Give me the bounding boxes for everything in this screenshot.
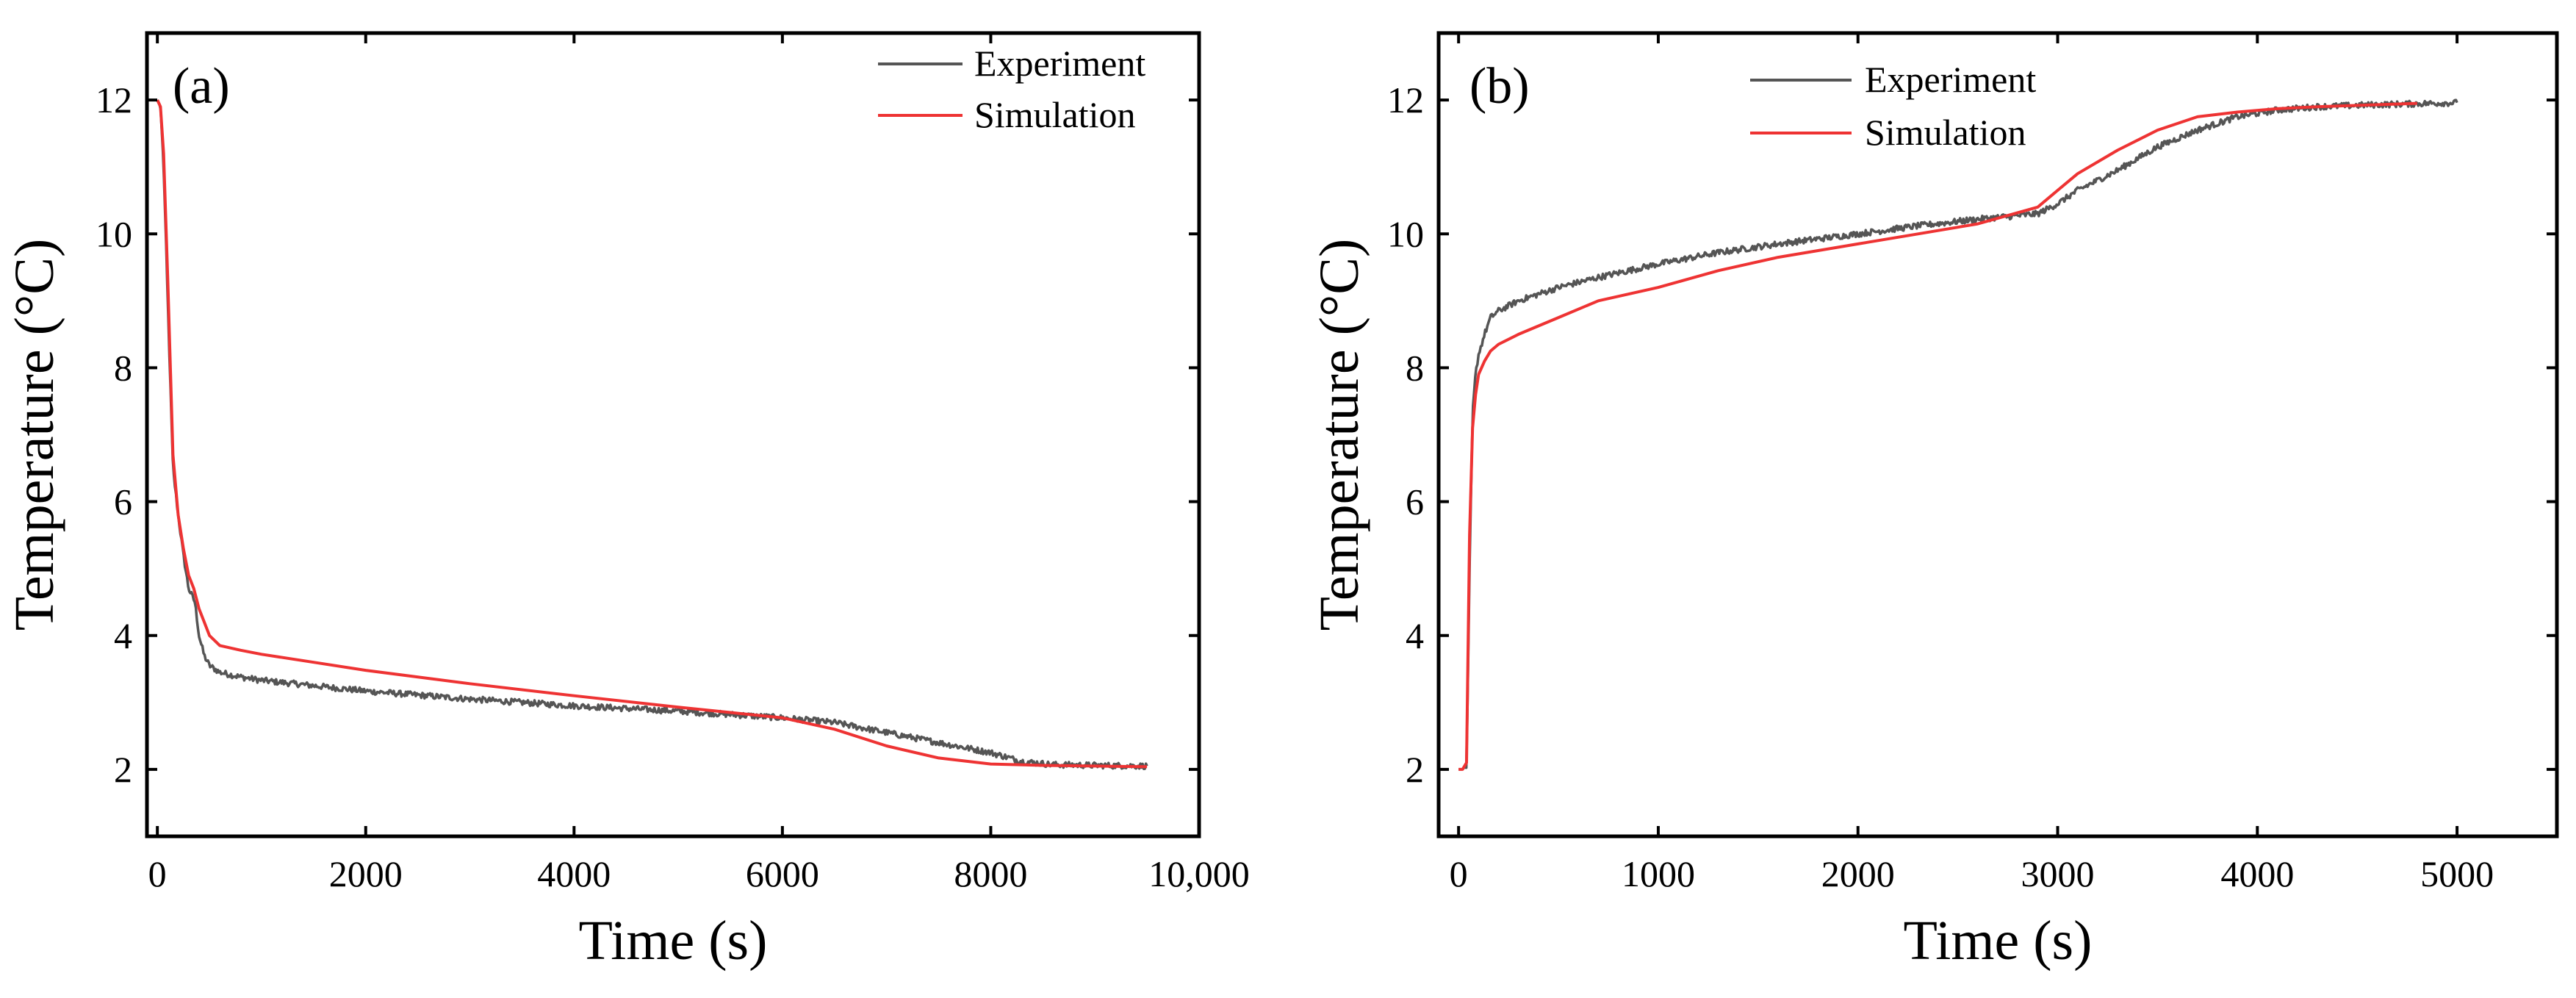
y-tick-label: 2	[1406, 749, 1424, 790]
y-axis-title: Temperature (°C)	[4, 239, 65, 631]
series-line-simulation	[1458, 101, 2417, 771]
y-tick-label: 4	[114, 615, 132, 656]
x-tick-label: 8000	[954, 853, 1027, 894]
x-tick-label: 0	[1450, 853, 1468, 894]
plot-frame	[145, 31, 1201, 839]
chart-panel-a: 0 2000 4000 6000 8000 10,000 2 4 6 8 10 12 Time (s) T…	[4, 31, 1250, 972]
y-tick-label: 6	[114, 481, 132, 523]
series-line-experiment	[156, 99, 1148, 771]
y-tick-label: 12	[96, 79, 132, 121]
panel-label: (a)	[173, 58, 230, 115]
x-tick-label: 4000	[2220, 853, 2294, 894]
legend: Experiment Simulation	[878, 43, 1145, 135]
legend: Experiment Simulation	[1750, 59, 2036, 153]
y-tick-label: 8	[1406, 347, 1424, 388]
y-tick-label: 4	[1406, 615, 1424, 656]
x-tick-label: 2000	[329, 853, 403, 894]
series-line-simulation	[156, 99, 1148, 769]
chart-panel-b: 0 1000 2000 3000 4000 5000 2 4 6 8 10 12 Time (s) Tem…	[1309, 31, 2559, 972]
y-tick-label: 2	[114, 749, 132, 790]
legend-label-experiment: Experiment	[974, 43, 1145, 84]
y-tick-label: 8	[114, 347, 132, 388]
y-tick-label: 12	[1387, 79, 1424, 121]
x-tick-label: 0	[148, 853, 167, 894]
x-tick-label: 10,000	[1148, 853, 1250, 894]
legend-label-simulation: Simulation	[1865, 112, 2026, 153]
x-axis-title: Time (s)	[579, 910, 768, 972]
x-tick-label: 2000	[1821, 853, 1895, 894]
y-tick-label: 10	[1387, 213, 1424, 254]
plot-frame	[1436, 31, 2559, 839]
x-tick-label: 5000	[2420, 853, 2494, 894]
series-line-experiment	[1458, 98, 2458, 771]
x-tick-label: 1000	[1622, 853, 1695, 894]
panel-label: (b)	[1469, 58, 1530, 115]
x-tick-label: 4000	[537, 853, 611, 894]
y-tick-label: 6	[1406, 481, 1424, 523]
x-tick-label: 6000	[746, 853, 819, 894]
y-axis-title: Temperature (°C)	[1309, 239, 1370, 631]
y-tick-label: 10	[96, 213, 132, 254]
x-axis-title: Time (s)	[1904, 910, 2093, 972]
x-tick-label: 3000	[2021, 853, 2095, 894]
legend-label-simulation: Simulation	[974, 94, 1135, 135]
legend-label-experiment: Experiment	[1865, 59, 2036, 100]
